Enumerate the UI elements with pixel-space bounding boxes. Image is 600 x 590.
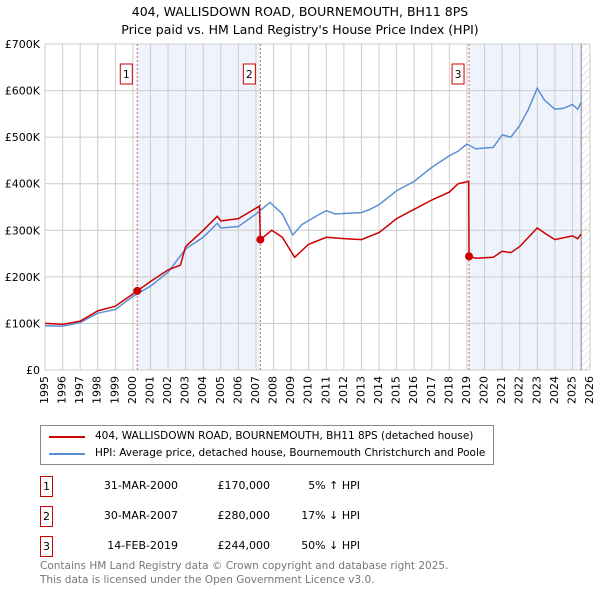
x-tick-label: 2017 bbox=[425, 376, 438, 404]
x-tick-label: 2023 bbox=[530, 376, 543, 404]
sale-label: 2 bbox=[246, 69, 253, 81]
footer-copyright: Contains HM Land Registry data © Crown c… bbox=[40, 560, 449, 572]
x-tick-label: 1998 bbox=[91, 376, 104, 404]
sale-date: 30-MAR-2007 bbox=[103, 509, 178, 522]
sale-point bbox=[133, 286, 142, 295]
sale-price: £244,000 bbox=[217, 539, 271, 552]
sale-hpi: 50% ↓ HPI bbox=[301, 539, 360, 552]
y-tick-label: £400K bbox=[5, 178, 41, 191]
sale-number: 1 bbox=[40, 476, 53, 497]
x-tick-label: 1997 bbox=[73, 376, 86, 404]
x-tick-label: 2025 bbox=[565, 376, 578, 404]
x-tick-label: 2004 bbox=[196, 376, 209, 404]
sale-label: 3 bbox=[455, 69, 462, 81]
sale-hpi: 5% ↑ HPI bbox=[308, 479, 360, 492]
x-tick-label: 2015 bbox=[390, 376, 403, 404]
sale-price: £280,000 bbox=[217, 509, 271, 522]
chart-subtitle: Price paid vs. HM Land Registry's House … bbox=[121, 22, 479, 37]
legend-red-line bbox=[49, 435, 85, 438]
x-tick-label: 2018 bbox=[442, 376, 455, 404]
x-tick-label: 2007 bbox=[249, 376, 262, 404]
x-tick-label: 1999 bbox=[108, 376, 121, 404]
legend-blue-line bbox=[49, 452, 85, 455]
x-tick-label: 2012 bbox=[337, 376, 350, 404]
legend-label-hpi: HPI: Average price, detached house, Bour… bbox=[95, 447, 486, 459]
x-tick-label: 2022 bbox=[513, 376, 526, 404]
sale-label-box bbox=[119, 63, 133, 85]
x-tick-label: 2009 bbox=[284, 376, 297, 404]
x-tick-label: 2000 bbox=[126, 376, 139, 404]
x-tick-label: 2013 bbox=[354, 376, 367, 404]
sale-row: 1 31-MAR-2000 £170,000 5% ↑ HPI bbox=[40, 476, 440, 497]
x-tick-label: 2014 bbox=[372, 376, 385, 404]
sale-label: 1 bbox=[123, 69, 130, 81]
sale-date: 31-MAR-2000 bbox=[103, 479, 178, 492]
sale-point bbox=[465, 252, 474, 261]
sale-date: 14-FEB-2019 bbox=[107, 539, 178, 552]
x-tick-label: 2016 bbox=[407, 376, 420, 404]
y-tick-label: £300K bbox=[5, 224, 41, 237]
sale-label-box bbox=[451, 63, 465, 85]
y-tick-label: £500K bbox=[5, 131, 41, 144]
forecast-hatch bbox=[581, 44, 590, 370]
legend-label-property: 404, WALLISDOWN ROAD, BOURNEMOUTH, BH11 … bbox=[95, 430, 474, 442]
property-price-line bbox=[44, 180, 582, 326]
x-tick-label: 2024 bbox=[548, 376, 561, 404]
x-tick-label: 2006 bbox=[231, 376, 244, 404]
y-tick-label: £0 bbox=[26, 364, 40, 377]
x-tick-label: 2003 bbox=[179, 376, 192, 404]
sale-row: 3 14-FEB-2019 £244,000 50% ↓ HPI bbox=[40, 536, 440, 557]
sale-price: £170,000 bbox=[217, 479, 271, 492]
x-tick-label: 2008 bbox=[267, 376, 280, 404]
x-tick-label: 2005 bbox=[214, 376, 227, 404]
x-tick-label: 2011 bbox=[319, 376, 332, 404]
y-tick-label: £700K bbox=[5, 38, 41, 51]
x-tick-label: 1995 bbox=[38, 376, 51, 404]
price-chart: 1995 1996 1997 1998 1999 2000 2001 2002 2003 2004… bbox=[5, 38, 596, 404]
x-tick-label: 2001 bbox=[143, 376, 156, 404]
sale-number: 3 bbox=[40, 536, 53, 557]
sale-period-shade bbox=[137, 44, 261, 370]
x-tick-label: 1996 bbox=[56, 376, 69, 404]
sale-row: 2 30-MAR-2007 £280,000 17% ↓ HPI bbox=[40, 506, 440, 527]
x-tick-label: 2010 bbox=[302, 376, 315, 404]
sale-number: 2 bbox=[40, 506, 53, 527]
x-tick-label: 2026 bbox=[583, 376, 596, 404]
y-tick-label: £600K bbox=[5, 85, 41, 98]
sale-period-shade bbox=[469, 44, 582, 370]
x-tick-label: 2021 bbox=[495, 376, 508, 404]
chart-title: 404, WALLISDOWN ROAD, BOURNEMOUTH, BH11 … bbox=[131, 4, 469, 19]
legend: 404, WALLISDOWN ROAD, BOURNEMOUTH, BH11 … bbox=[40, 425, 495, 465]
y-tick-label: £200K bbox=[5, 271, 41, 284]
y-tick-label: £100K bbox=[5, 317, 41, 330]
sale-point bbox=[256, 235, 265, 244]
x-tick-label: 2020 bbox=[478, 376, 491, 404]
sale-hpi: 17% ↓ HPI bbox=[301, 509, 360, 522]
x-tick-label: 2002 bbox=[161, 376, 174, 404]
footer-licence: This data is licensed under the Open Gov… bbox=[40, 574, 375, 586]
x-tick-label: 2019 bbox=[460, 376, 473, 404]
sale-label-box bbox=[242, 63, 256, 85]
